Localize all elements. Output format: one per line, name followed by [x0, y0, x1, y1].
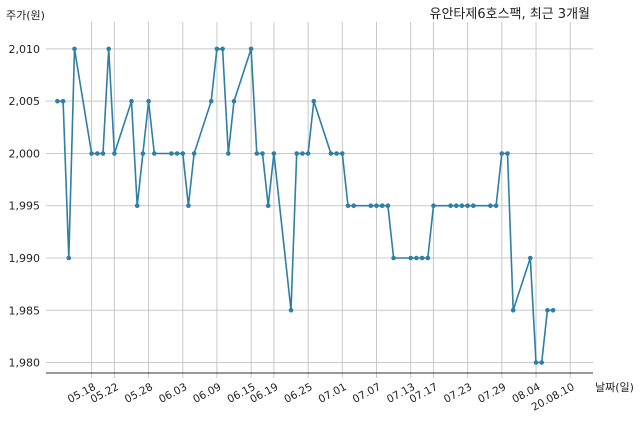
x-tick-label: 05.28	[123, 381, 155, 406]
y-tick-label: 1,995	[9, 200, 41, 213]
data-point	[539, 360, 544, 365]
data-point	[265, 203, 271, 208]
data-point	[140, 151, 146, 156]
data-point	[391, 255, 396, 261]
data-point	[305, 151, 311, 156]
data-point	[459, 203, 465, 208]
x-axis-label: 날짜(일)	[595, 380, 634, 394]
x-tick-label: 06.09	[191, 381, 223, 406]
data-point	[379, 203, 385, 208]
data-point	[465, 203, 470, 208]
data-point	[95, 151, 100, 156]
data-point	[419, 255, 425, 261]
data-point	[100, 151, 106, 156]
data-point	[550, 308, 556, 313]
y-tick-label: 2,010	[9, 43, 41, 56]
data-point	[180, 151, 186, 156]
data-point	[368, 203, 374, 208]
data-point	[454, 203, 459, 208]
price-line	[57, 48, 554, 364]
y-tick-label: 1,980	[9, 357, 41, 370]
data-point	[208, 98, 214, 104]
data-point	[425, 255, 431, 261]
grid	[46, 22, 593, 378]
data-point	[328, 151, 334, 156]
data-point	[294, 151, 300, 156]
x-tick-label: 07.01	[317, 381, 349, 406]
data-point	[214, 46, 220, 52]
data-point	[152, 151, 157, 156]
data-point	[311, 98, 317, 104]
data-point	[134, 203, 140, 208]
data-point	[231, 98, 237, 104]
x-tick-label: 07.23	[442, 381, 474, 406]
data-point	[106, 46, 111, 52]
data-point	[186, 203, 191, 208]
data-point	[191, 151, 197, 156]
data-point	[493, 203, 499, 208]
data-point	[374, 203, 379, 208]
y-tick-label: 1,990	[9, 252, 41, 265]
y-tick-label: 2,000	[9, 147, 41, 160]
data-point	[300, 151, 305, 156]
y-tick-labels: 1,980 1,985 1,990 1,995 2,000 2,005 2,010	[9, 43, 41, 370]
data-point	[254, 151, 260, 156]
y-tick-label: 1,985	[9, 304, 41, 317]
data-point	[545, 308, 550, 313]
data-point	[174, 151, 180, 156]
data-point	[72, 46, 77, 52]
data-point	[146, 98, 151, 104]
data-point	[345, 203, 351, 208]
series	[55, 46, 556, 365]
data-point	[408, 255, 414, 261]
x-tick-label: 06.25	[282, 381, 314, 406]
data-point	[533, 360, 539, 365]
data-point	[60, 98, 66, 104]
data-point	[499, 151, 505, 156]
data-point	[271, 151, 277, 156]
x-tick-label: 07.29	[476, 381, 508, 406]
x-tick-label: 06.03	[157, 381, 189, 406]
data-point	[351, 203, 357, 208]
chart-title: 유안타제6호스팩, 최근 3개월	[430, 7, 591, 22]
data-point	[248, 46, 254, 52]
data-point	[226, 151, 231, 156]
data-point	[385, 203, 391, 208]
data-point	[448, 203, 453, 208]
data-point	[510, 308, 516, 313]
x-tick-label: 07.07	[351, 381, 383, 406]
data-point	[129, 98, 134, 104]
data-point	[66, 255, 72, 261]
data-point	[340, 151, 345, 156]
data-point	[55, 98, 60, 104]
data-point	[471, 203, 476, 208]
data-point	[431, 203, 436, 208]
y-tick-label: 2,005	[9, 95, 41, 108]
data-point	[89, 151, 94, 156]
data-point	[169, 151, 174, 156]
data-point	[528, 255, 533, 261]
data-points	[55, 46, 556, 365]
data-point	[414, 255, 419, 261]
y-axis-label: 주가(원)	[6, 9, 45, 22]
data-point	[260, 151, 265, 156]
data-point	[112, 151, 117, 156]
data-point	[220, 46, 225, 52]
data-point	[288, 308, 294, 313]
data-point	[488, 203, 493, 208]
data-point	[334, 151, 339, 156]
data-point	[505, 151, 510, 156]
